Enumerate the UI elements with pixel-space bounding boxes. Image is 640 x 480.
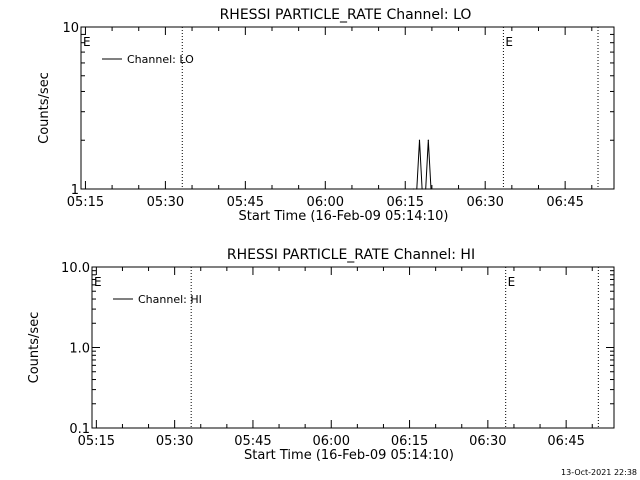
x-axis-label: Start Time (16-Feb-09 05:14:10) — [244, 448, 454, 463]
x-tick-label: 06:30 — [466, 195, 503, 210]
x-tick-label: 05:30 — [147, 195, 184, 210]
chart-title: RHESSI PARTICLE_RATE Channel: HI — [227, 247, 475, 263]
data-point — [416, 188, 418, 190]
data-point — [418, 139, 421, 141]
y-tick-label: 1.0 — [69, 342, 90, 357]
data-point — [430, 188, 432, 190]
time-marker-label: E — [83, 35, 91, 49]
legend-entry: Channel: HI — [138, 293, 202, 306]
x-axis-label: Start Time (16-Feb-09 05:14:10) — [239, 209, 449, 224]
x-tick-label: 06:00 — [313, 434, 350, 449]
x-tick-label: 05:15 — [78, 434, 115, 449]
x-tick-label: 06:15 — [391, 434, 428, 449]
time-marker-label: E — [94, 275, 102, 289]
x-tick-label: 06:30 — [469, 434, 506, 449]
series-line — [413, 140, 432, 190]
data-point — [427, 139, 429, 141]
x-tick-label: 06:15 — [387, 195, 424, 210]
x-tick-label: 05:45 — [234, 434, 271, 449]
data-point — [425, 188, 427, 190]
x-tick-label: 06:45 — [547, 434, 584, 449]
y-tick-label: 10 — [62, 21, 79, 36]
footer-timestamp: 13-Oct-2021 22:38 — [561, 468, 637, 477]
y-tick-label: 0.1 — [69, 422, 90, 437]
x-tick-label: 05:15 — [67, 195, 104, 210]
x-tick-label: 06:45 — [546, 195, 583, 210]
y-tick-label: 1 — [71, 183, 79, 198]
data-point — [421, 188, 423, 190]
x-tick-label: 05:30 — [156, 434, 193, 449]
x-tick-label: 06:00 — [307, 195, 344, 210]
chart-panel-2: RHESSI PARTICLE_RATE Channel: HI 05:15 05:… — [27, 247, 615, 463]
plot-frame — [80, 26, 615, 190]
time-marker-label: E — [505, 35, 513, 49]
chart-panel-1: RHESSI PARTICLE_RATE Channel: LO 05:15 05:… — [37, 7, 615, 224]
y-axis-label: Counts/sec — [37, 72, 52, 144]
legend-entry: Channel: LO — [127, 53, 194, 66]
chart-title: RHESSI PARTICLE_RATE Channel: LO — [220, 7, 472, 23]
plot-frame — [91, 266, 615, 429]
data-point — [412, 188, 414, 190]
time-marker-label: E — [508, 275, 516, 289]
y-tick-label: 10.0 — [61, 261, 90, 276]
y-axis-label: Counts/sec — [27, 312, 42, 384]
x-tick-label: 05:45 — [227, 195, 264, 210]
